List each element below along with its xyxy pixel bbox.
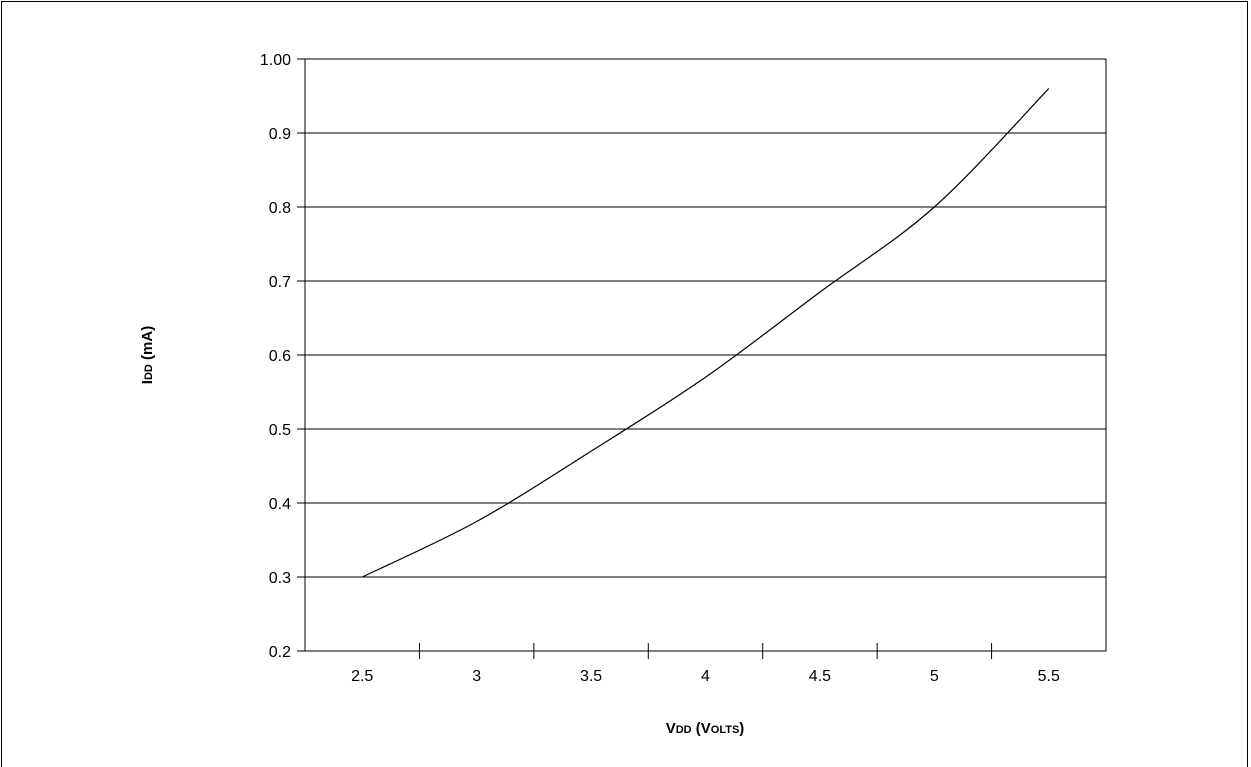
- x-tick-label: 2.5: [351, 668, 373, 685]
- y-tick-label: 0.2: [269, 644, 291, 661]
- grid-lines: [305, 132, 1106, 578]
- y-tick-label: 0.4: [269, 496, 291, 513]
- y-tick-label: 0.5: [269, 422, 291, 439]
- series-line: [361, 88, 1050, 578]
- x-axis: 2.5 3 3.5 4 4.5 5 5.5: [351, 643, 1060, 685]
- x-tick-label: 4: [701, 668, 710, 685]
- series-group: [361, 88, 1050, 578]
- x-tick-label: 4.5: [809, 668, 831, 685]
- x-tick-label: 3: [472, 668, 481, 685]
- y-tick-label: 0.3: [269, 570, 291, 587]
- y-axis-title: IDD (mA): [139, 326, 156, 384]
- x-tick-label: 5.5: [1038, 668, 1060, 685]
- x-tick-label: 5: [930, 668, 939, 685]
- y-tick-label: 0.8: [269, 200, 291, 217]
- x-axis-title: VDD (VOLTS): [666, 720, 745, 737]
- x-tick-label: 3.5: [580, 668, 602, 685]
- y-tick-label: 0.9: [269, 126, 291, 143]
- y-tick-label: 1.00: [260, 52, 291, 69]
- y-tick-label: 0.7: [269, 274, 291, 291]
- y-axis: 0.2 0.3 0.4 0.5 0.6 0.7 0.8 0.9 1.00: [260, 52, 313, 661]
- y-tick-label: 0.6: [269, 348, 291, 365]
